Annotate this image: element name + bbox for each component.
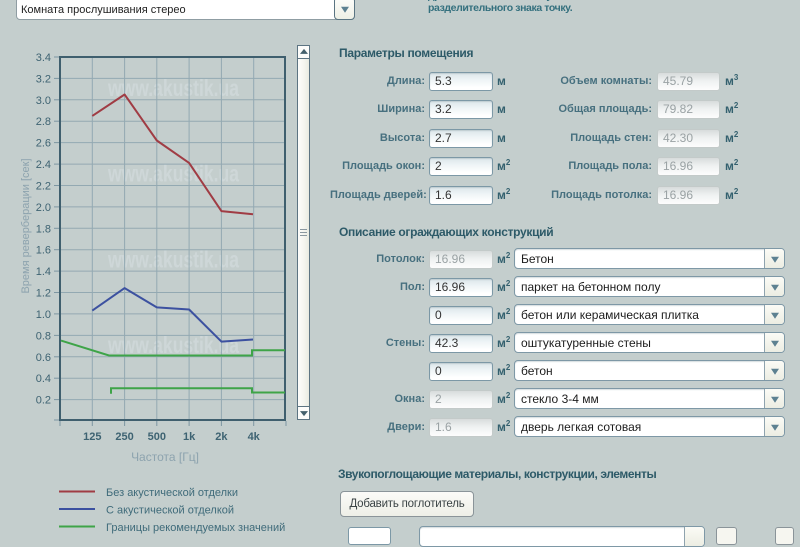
- svg-text:3.2: 3.2: [36, 73, 51, 85]
- svg-text:2k: 2k: [215, 431, 228, 443]
- svg-text:www.akustik.ua: www.akustik.ua: [107, 332, 239, 358]
- svg-text:0.8: 0.8: [36, 330, 51, 342]
- svg-text:0.6: 0.6: [36, 352, 51, 364]
- svg-text:1.2: 1.2: [36, 288, 51, 300]
- svg-text:3.4: 3.4: [36, 52, 51, 64]
- svg-text:1.6: 1.6: [36, 245, 51, 257]
- svg-text:1k: 1k: [183, 431, 196, 443]
- svg-text:4k: 4k: [248, 431, 261, 443]
- svg-text:Время реверберации [сек]: Время реверберации [сек]: [20, 158, 32, 293]
- svg-text:0.2: 0.2: [36, 395, 51, 407]
- svg-text:2.6: 2.6: [36, 138, 51, 150]
- svg-text:www.akustik.ua: www.akustik.ua: [107, 161, 239, 187]
- svg-text:1.0: 1.0: [36, 309, 51, 321]
- svg-text:2.0: 2.0: [36, 202, 51, 214]
- svg-text:2.8: 2.8: [36, 116, 51, 128]
- svg-text:2.2: 2.2: [36, 181, 51, 193]
- svg-text:Без акустической отделки: Без акустической отделки: [106, 487, 238, 499]
- svg-text:125: 125: [83, 431, 101, 443]
- svg-text:3.0: 3.0: [36, 95, 51, 107]
- svg-text:Границы рекомендуемых значений: Границы рекомендуемых значений: [106, 522, 285, 534]
- svg-text:www.akustik.ua: www.akustik.ua: [107, 75, 239, 101]
- svg-text:500: 500: [148, 431, 166, 443]
- svg-text:1.8: 1.8: [36, 223, 51, 235]
- svg-text:250: 250: [115, 431, 133, 443]
- svg-text:1.4: 1.4: [36, 266, 51, 278]
- svg-text:С акустической отделкой: С акустической отделкой: [106, 505, 234, 517]
- svg-text:2.4: 2.4: [36, 159, 51, 171]
- svg-text:Частота [Гц]: Частота [Гц]: [131, 450, 199, 464]
- svg-text:0.4: 0.4: [36, 373, 51, 385]
- svg-text:www.akustik.ua: www.akustik.ua: [107, 246, 239, 272]
